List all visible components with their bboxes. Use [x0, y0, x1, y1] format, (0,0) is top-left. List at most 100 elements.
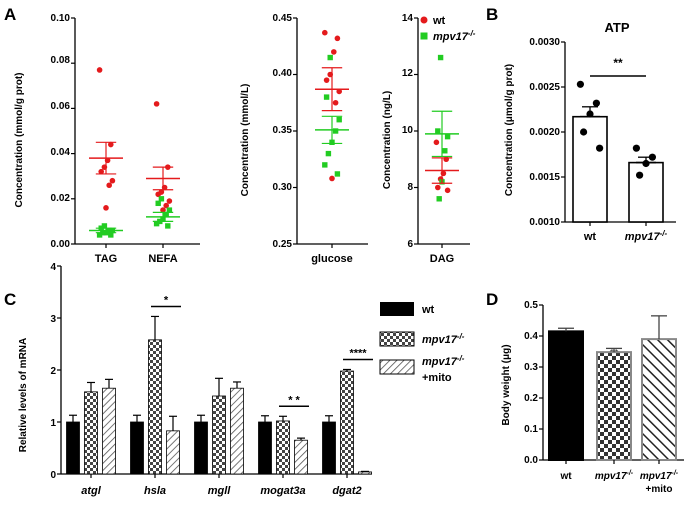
a1-point-wt — [155, 191, 161, 198]
a1-ytick: 0.06 — [51, 101, 71, 112]
d-xtick-wt: wt — [559, 471, 572, 482]
d-xtick-mut: mpv17-/- — [595, 470, 634, 482]
a3-point-mut — [444, 133, 451, 140]
a2-point-mut — [323, 94, 330, 100]
a1-point-mut — [96, 232, 103, 238]
a3-point-mut — [442, 148, 448, 154]
b-yticks: 0.0010 0.0015 0.0020 0.0025 0.0030 — [529, 37, 560, 228]
a2-point-mut — [325, 150, 332, 157]
c-bar-wt — [66, 421, 80, 475]
d-bar-wt — [548, 330, 584, 461]
a2-point-wt — [322, 29, 328, 36]
b-xtick-wt: wt — [583, 231, 597, 243]
d-ytick: 0.0 — [524, 455, 538, 466]
b-title: ATP — [604, 20, 629, 35]
d-xtick-mito-sup: -/- — [672, 470, 679, 477]
b-significance: ** — [613, 56, 623, 70]
a2-ytick: 0.35 — [273, 125, 293, 136]
c-legend-mito-name: mpv17 — [422, 356, 458, 368]
a2-point-wt — [329, 175, 335, 182]
a1-ytick: 0.04 — [51, 147, 71, 158]
a1-xtick-nefa: NEFA — [148, 253, 177, 265]
c-significance-label: * * — [288, 394, 300, 406]
a1-point-wt — [98, 168, 104, 175]
b-ytick: 0.0025 — [529, 82, 560, 93]
c-xtick-hsla: hsla — [144, 485, 166, 497]
a1-ytick: 0.08 — [51, 55, 71, 66]
a3-point-wt — [435, 184, 441, 191]
a1-point-mut — [165, 223, 171, 229]
a2-xtick-glucose: glucose — [311, 253, 353, 265]
c-legend-mito-suffix: +mito — [422, 372, 452, 384]
a2-ytick: 0.30 — [273, 182, 293, 193]
a3-ytick: 12 — [402, 68, 414, 79]
b-point — [636, 171, 644, 179]
c-xtick-mogat3a: mogat3a — [260, 485, 305, 497]
a2-point-mut — [334, 171, 341, 177]
d-ytick: 0.1 — [524, 424, 538, 435]
c-yticks: 0 1 2 3 4 — [50, 262, 56, 481]
a3-yticks: 6 8 10 12 14 — [402, 13, 414, 250]
c-legend-wt-swatch — [380, 302, 414, 316]
d-ytick: 0.3 — [524, 362, 538, 373]
a1-point-wt — [153, 101, 160, 107]
a1-point-wt — [103, 205, 109, 211]
a1-point-mut — [163, 211, 169, 218]
a2-point-mut — [336, 117, 342, 123]
b-point — [596, 144, 604, 152]
a1-ytick: 0.02 — [51, 193, 71, 204]
d-bar-mut — [596, 351, 632, 461]
legend-wt-label: wt — [432, 15, 446, 27]
c-bar-mito — [358, 471, 372, 475]
a1-ytick: 0.00 — [51, 239, 71, 250]
d-xtick-mut-sup: -/- — [627, 470, 634, 477]
a3-point-mut — [437, 54, 444, 61]
a1-point-mut — [153, 220, 160, 227]
b-xtick-mut: mpv17-/- — [625, 229, 668, 243]
d-ylabel: Body weight (μg) — [501, 344, 512, 425]
a3-point-mut — [436, 196, 442, 202]
b-bar-wt — [572, 115, 608, 223]
a2-yticks: 0.25 0.30 0.35 0.40 0.45 — [273, 13, 293, 250]
a1-ylabel: Concentration (mmol/g prot) — [14, 73, 25, 208]
a-legend: wt mpv17-/- — [420, 15, 476, 43]
c-xtick-atgl: atgl — [81, 485, 102, 497]
c-xtick-dgat2: dgat2 — [332, 485, 361, 497]
c-bar-mut — [212, 395, 226, 475]
a1-point-wt — [109, 177, 116, 184]
a2-point-mut — [327, 54, 333, 61]
c-bar-wt — [194, 421, 208, 475]
a3-ytick: 14 — [402, 13, 414, 24]
c-xtick-mgll: mgll — [208, 485, 232, 497]
b-point — [642, 159, 650, 168]
b-point — [592, 99, 601, 107]
a2-point-mut — [322, 162, 328, 168]
a3-xtick-dag: DAG — [430, 253, 454, 265]
a1-point-mut — [155, 200, 161, 207]
c-ytick: 4 — [50, 262, 56, 273]
c-ylabel: Relative levels of mRNA — [18, 338, 29, 453]
a1-point-wt — [106, 182, 112, 189]
b-ytick: 0.0015 — [529, 172, 560, 183]
c-bar-mut — [148, 339, 162, 475]
c-ytick: 3 — [50, 314, 56, 325]
c-legend-mut-swatch — [379, 331, 415, 347]
legend-mut-label: mpv17-/- — [433, 29, 476, 43]
c-bar-wt — [130, 421, 144, 475]
b-ytick: 0.0010 — [529, 217, 560, 228]
a1-point-wt — [160, 207, 166, 213]
a2-ytick: 0.40 — [273, 68, 293, 79]
a3-ytick: 8 — [407, 182, 413, 193]
c-legend-mito-swatch — [379, 359, 415, 375]
a1-point-mut — [158, 196, 165, 202]
a2-ytick: 0.45 — [273, 13, 293, 24]
c-legend-mut-label: mpv17-/- — [422, 332, 465, 346]
c-legend-mito-sup: -/- — [457, 354, 465, 363]
a2-point-wt — [332, 99, 339, 106]
b-point — [586, 110, 594, 118]
c-bar-mito — [102, 387, 116, 475]
c-bar-wt — [258, 421, 272, 475]
a1-point-mut — [166, 207, 173, 213]
c-significance-label: * — [164, 294, 169, 306]
a3-ytick: 10 — [402, 125, 414, 136]
